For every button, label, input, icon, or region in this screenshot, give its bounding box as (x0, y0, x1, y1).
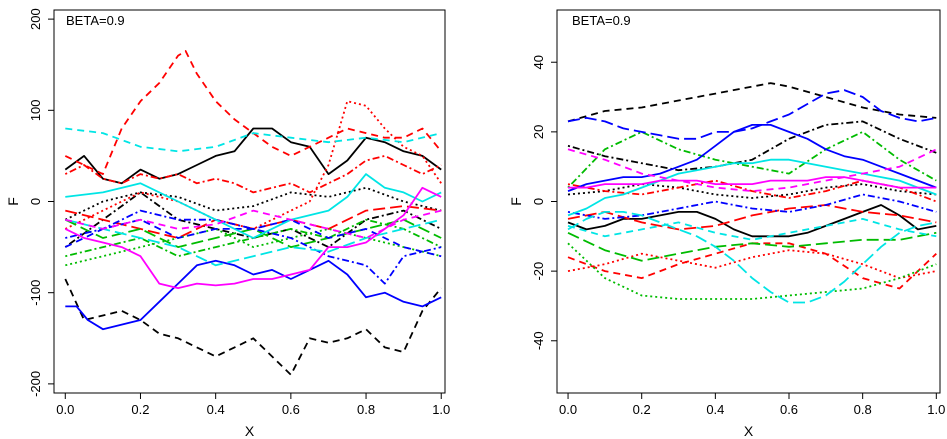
series-line-4 (567, 242, 937, 290)
series-line-9 (567, 130, 937, 189)
y-tick-label: 0 (531, 198, 546, 205)
plot-frame (556, 9, 941, 394)
x-tick-label: 0.8 (854, 402, 872, 417)
x-axis-label: X (245, 423, 255, 439)
beta-annotation: BETA=0.9 (572, 13, 631, 28)
y-tick-label: -20 (531, 262, 546, 281)
y-tick-label: 100 (28, 99, 43, 121)
x-tick-label: 0.2 (131, 402, 149, 417)
series-line-14 (65, 127, 442, 153)
series-line-5 (64, 154, 442, 194)
series-group (64, 50, 442, 376)
y-tick-label: -200 (28, 371, 43, 397)
series-line-14 (567, 158, 937, 217)
y-tick-label: -100 (28, 280, 43, 306)
series-line-11 (567, 124, 937, 192)
series-line-15 (567, 210, 937, 304)
series-line-18 (65, 209, 442, 239)
x-tick-label: 0.2 (633, 402, 651, 417)
x-tick-label: 1.0 (927, 402, 945, 417)
series-line-3 (64, 186, 442, 221)
y-tick-label: 20 (531, 125, 546, 139)
x-axis-label: X (744, 423, 754, 439)
chart-panel-right: BETA=0.9 X F 0.0 0.2 0.4 0.6 0.8 1.0 -40 -20 0 20… (508, 9, 945, 439)
x-tick-label: 0.6 (282, 402, 300, 417)
y-tick-label: -40 (531, 331, 546, 350)
series-line-2 (567, 120, 937, 172)
x-tick-label: 0.0 (559, 402, 577, 417)
y-axis-label: F (5, 197, 21, 206)
series-group (567, 82, 937, 304)
x-tick-label: 0.4 (706, 402, 724, 417)
series-line-15 (65, 173, 442, 239)
series-line-18 (567, 148, 937, 193)
series-line-1 (64, 278, 442, 376)
series-line-10 (65, 227, 442, 267)
plot-frame (53, 9, 446, 394)
y-tick-label: 200 (28, 8, 43, 30)
series-line-0 (567, 204, 937, 238)
series-line-16 (65, 218, 442, 267)
series-line-17 (568, 176, 937, 189)
series-line-6 (567, 249, 937, 280)
series-line-8 (64, 218, 442, 249)
x-tick-label: 0.6 (780, 402, 798, 417)
series-line-4 (64, 50, 442, 176)
y-tick-label: 0 (28, 198, 43, 205)
series-line-10 (567, 242, 937, 300)
series-line-1 (567, 82, 937, 123)
series-line-8 (567, 231, 937, 262)
series-line-6 (64, 100, 442, 230)
x-tick-label: 1.0 (432, 402, 450, 417)
series-line-0 (64, 127, 442, 185)
y-axis-label: F (508, 197, 524, 206)
chart-panel-left: BETA=0.9 X F 0.0 0.2 0.4 0.6 0.8 1.0 -200 -100 0… (5, 8, 450, 439)
x-tick-label: 0.0 (56, 402, 74, 417)
series-line-3 (567, 183, 937, 199)
series-line-13 (567, 193, 937, 220)
series-line-12 (567, 89, 937, 140)
x-tick-label: 0.4 (207, 402, 225, 417)
series-line-7 (567, 204, 937, 231)
y-tick-label: 40 (531, 55, 546, 69)
beta-annotation: BETA=0.9 (66, 13, 125, 28)
x-tick-label: 0.8 (357, 402, 375, 417)
series-line-5 (567, 179, 937, 203)
series-line-16 (567, 217, 937, 241)
series-line-11 (65, 259, 442, 331)
series-line-13 (65, 209, 442, 285)
series-line-17 (64, 186, 442, 290)
